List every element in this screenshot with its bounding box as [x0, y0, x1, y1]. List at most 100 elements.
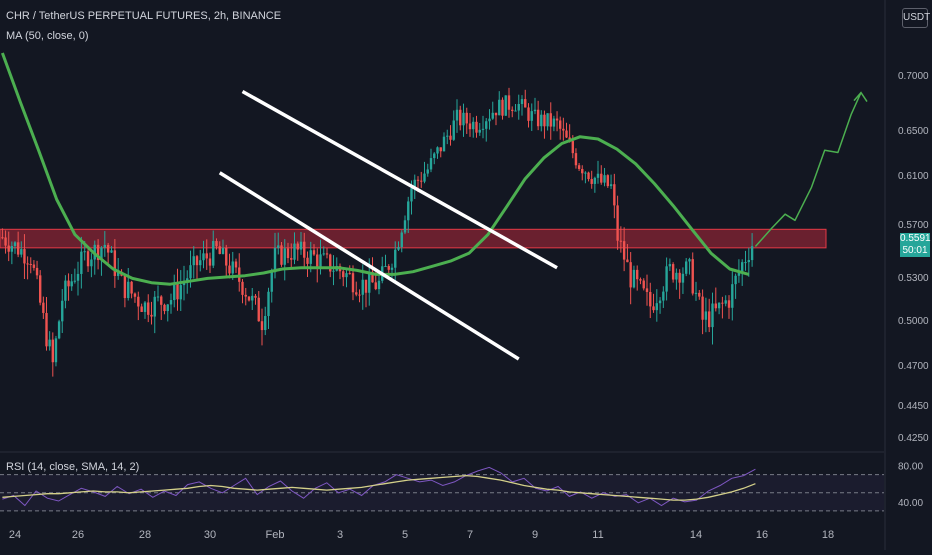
candle-body — [61, 300, 64, 322]
candle-body — [717, 302, 721, 309]
price-axis-label: 0.5000 — [898, 316, 929, 327]
candle-body — [351, 273, 355, 293]
candle-body — [587, 172, 590, 180]
date-axis-label: 28 — [139, 529, 151, 541]
date-axis-label: 24 — [9, 529, 21, 541]
rsi-ma-line — [2, 474, 756, 501]
candle-body — [662, 291, 665, 301]
date-axis-label: 30 — [204, 529, 216, 541]
candle-body — [708, 311, 711, 328]
candle-body — [130, 281, 133, 294]
rsi-axis-label: 80.00 — [898, 462, 923, 473]
date-axis-label: 3 — [337, 529, 343, 541]
candle-body — [192, 256, 195, 266]
candle-body — [593, 177, 597, 184]
candle-body — [511, 109, 514, 111]
candle-body — [368, 271, 371, 293]
candle-body — [218, 246, 221, 254]
candle-body — [559, 120, 562, 129]
candle-body — [241, 281, 244, 295]
candle-body — [64, 280, 67, 301]
candle-body — [488, 118, 491, 122]
date-axis-label: 18 — [822, 529, 834, 541]
candle-body — [584, 172, 587, 174]
candle-body — [273, 247, 277, 273]
candle-body — [277, 245, 280, 248]
date-axis-label: 14 — [690, 529, 702, 541]
candle-body — [562, 128, 565, 131]
candle-body — [533, 109, 537, 112]
candle-body — [416, 179, 420, 181]
candle-body — [494, 112, 498, 116]
candle-body — [73, 280, 77, 282]
candle-body — [110, 250, 113, 253]
candle-body — [234, 261, 238, 268]
candle-body — [189, 265, 192, 279]
candle-body — [127, 281, 130, 299]
candle-body — [312, 250, 316, 255]
candle-body — [731, 284, 734, 308]
date-axis-label: 9 — [532, 529, 538, 541]
date-axis-label: 26 — [72, 529, 84, 541]
candle-body — [90, 259, 93, 267]
candle-body — [169, 300, 173, 305]
candle-body — [390, 267, 394, 270]
candle-body — [54, 338, 58, 363]
candle-body — [671, 264, 675, 280]
candle-body — [596, 173, 600, 178]
candle-body — [636, 269, 639, 280]
candle-body — [397, 247, 400, 250]
candle-body — [76, 273, 80, 281]
candle-body — [325, 253, 329, 255]
candle-body — [329, 254, 332, 272]
candle-body — [156, 296, 160, 298]
candle-body — [701, 296, 704, 320]
date-axis-label: Feb — [266, 529, 285, 541]
candle-body — [163, 304, 166, 312]
candle-body — [247, 296, 251, 301]
candle-body — [694, 292, 698, 294]
candle-body — [332, 270, 335, 272]
rsi-indicator-label: RSI (14, close, SMA, 14, 2) — [6, 461, 140, 473]
candle-body — [123, 275, 127, 299]
candle-body — [536, 109, 540, 127]
candle-body — [714, 303, 717, 309]
candle-body — [555, 118, 559, 121]
candle-body — [26, 263, 29, 265]
candle-body — [387, 266, 390, 270]
candle-body — [574, 153, 578, 166]
candle-body — [478, 129, 481, 133]
candle-body — [195, 256, 199, 266]
candle-body — [345, 273, 348, 278]
candle-body — [374, 282, 377, 290]
candle-body — [7, 245, 10, 252]
candle-body — [632, 269, 636, 288]
candle-body — [306, 257, 309, 264]
candle-body — [384, 266, 387, 268]
resistance-zone — [0, 228, 827, 249]
candle-body — [80, 251, 83, 274]
candle-body — [407, 201, 410, 221]
candle-body — [691, 259, 694, 294]
candle-body — [140, 306, 143, 312]
candle-body — [83, 251, 86, 253]
candle-body — [577, 165, 581, 169]
candle-body — [642, 280, 645, 289]
candle-body — [501, 99, 504, 116]
candle-body — [251, 295, 254, 301]
candle-body — [639, 279, 642, 281]
candle-body — [616, 205, 619, 241]
candle-body — [737, 271, 741, 276]
candle-body — [293, 243, 296, 260]
candle-body — [571, 141, 574, 154]
price-axis-label: 0.6500 — [898, 126, 929, 137]
candle-body — [4, 237, 7, 246]
candle-body — [504, 95, 507, 116]
date-axis-label: 7 — [467, 529, 473, 541]
price-axis-label: 0.5700 — [898, 220, 929, 231]
candle-body — [100, 247, 103, 261]
currency-badge[interactable]: USDT — [902, 8, 930, 28]
candle-body — [394, 249, 397, 268]
candle-body — [23, 249, 26, 264]
